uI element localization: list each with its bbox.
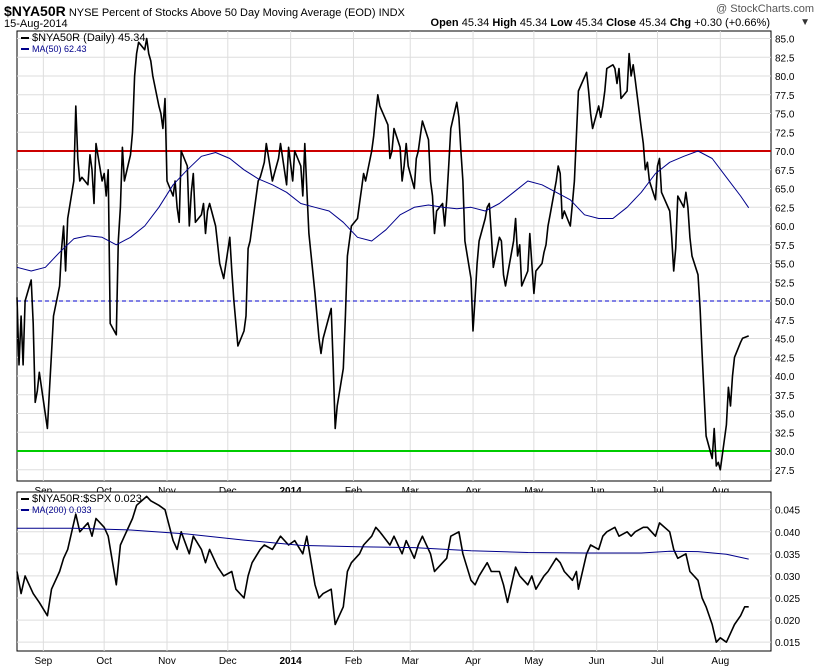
open-value: 45.34 bbox=[461, 17, 490, 29]
series-line bbox=[16, 150, 750, 272]
open-label: Open bbox=[430, 17, 459, 29]
y-tick-label: 82.5 bbox=[775, 53, 795, 64]
y-tick-label: 37.5 bbox=[775, 391, 795, 402]
series-line bbox=[16, 495, 749, 644]
x-tick-label: Sep bbox=[34, 656, 52, 667]
legend-entry: $NYA50R:$SPX 0.023 bbox=[32, 493, 142, 505]
watermark: @ StockCharts.com bbox=[716, 3, 814, 15]
chg-label: Chg bbox=[669, 17, 692, 29]
x-tick-label: Aug bbox=[711, 656, 729, 667]
y-tick-label: 57.5 bbox=[775, 241, 795, 252]
x-tick-label: 2014 bbox=[280, 656, 303, 667]
y-tick-label: 85.0 bbox=[775, 35, 795, 46]
chart-header: $NYA50R NYSE Percent of Stocks Above 50 … bbox=[4, 3, 405, 19]
y-tick-label: 52.5 bbox=[775, 278, 795, 289]
y-tick-label: 72.5 bbox=[775, 128, 795, 139]
y-tick-label: 0.015 bbox=[775, 638, 800, 649]
plot-frame bbox=[16, 30, 772, 482]
y-tick-label: 35.0 bbox=[775, 410, 795, 421]
legend-entry: MA(200) 0.033 bbox=[32, 505, 92, 515]
x-tick-label: Dec bbox=[219, 656, 237, 667]
x-tick-label: Jul bbox=[651, 656, 664, 667]
x-tick-label: May bbox=[524, 656, 543, 667]
x-tick-label: Jun bbox=[589, 656, 605, 667]
y-tick-label: 60.0 bbox=[775, 222, 795, 233]
y-tick-label: 0.045 bbox=[775, 506, 800, 517]
exchange-label: INDX bbox=[378, 7, 405, 19]
y-tick-label: 80.0 bbox=[775, 72, 795, 83]
x-tick-label: Feb bbox=[345, 656, 363, 667]
y-tick-label: 42.5 bbox=[775, 353, 795, 364]
date-label: 15-Aug-2014 bbox=[4, 18, 68, 30]
y-tick-label: 62.5 bbox=[775, 203, 795, 214]
y-tick-label: 47.5 bbox=[775, 316, 795, 327]
y-tick-label: 0.030 bbox=[775, 572, 800, 583]
legend-entry: MA(50) 62.43 bbox=[32, 44, 87, 54]
chart-title: NYSE Percent of Stocks Above 50 Day Movi… bbox=[68, 7, 376, 19]
y-tick-label: 70.0 bbox=[775, 147, 795, 158]
close-value: 45.34 bbox=[639, 17, 667, 29]
ratio-panel: 0.015 0.020 0.025 0.030 0.035 0.040 0.045 Sep Oc… bbox=[16, 491, 800, 667]
series-line bbox=[16, 37, 749, 471]
x-tick-label: Nov bbox=[158, 656, 176, 667]
y-tick-label: 0.035 bbox=[775, 550, 800, 561]
ohlc-readout: Open 45.34 High 45.34 Low 45.34 Close 45… bbox=[431, 17, 770, 29]
y-tick-label: 65.0 bbox=[775, 185, 795, 196]
symbol-label: $NYA50R bbox=[4, 3, 66, 19]
x-tick-label: Mar bbox=[402, 656, 420, 667]
series-line bbox=[17, 527, 749, 560]
low-value: 45.34 bbox=[575, 17, 604, 29]
high-label: High bbox=[492, 17, 517, 29]
y-tick-label: 0.020 bbox=[775, 616, 800, 627]
main-panel: 27.5 30.0 32.5 35.0 37.5 40.0 42.5 45.0 47.5 50.0… bbox=[16, 30, 795, 497]
x-tick-label: Oct bbox=[96, 656, 112, 667]
y-tick-label: 27.5 bbox=[775, 466, 795, 477]
plot-frame bbox=[16, 491, 772, 652]
legend-entry: $NYA50R (Daily) 45.34 bbox=[32, 32, 146, 44]
chevron-down-icon[interactable]: ▼ bbox=[800, 17, 810, 28]
y-tick-label: 30.0 bbox=[775, 447, 795, 458]
y-tick-label: 45.0 bbox=[775, 335, 795, 346]
high-value: 45.34 bbox=[519, 17, 548, 29]
y-tick-label: 40.0 bbox=[775, 372, 795, 383]
chg-value: +0.30 (+0.66%) bbox=[694, 17, 770, 29]
x-tick-label: Apr bbox=[465, 656, 481, 667]
y-tick-label: 55.0 bbox=[775, 260, 795, 271]
y-tick-label: 32.5 bbox=[775, 428, 795, 439]
y-tick-label: 75.0 bbox=[775, 110, 795, 121]
y-tick-label: 77.5 bbox=[775, 91, 795, 102]
y-tick-label: 50.0 bbox=[775, 297, 795, 308]
close-label: Close bbox=[606, 17, 637, 29]
y-tick-label: 67.5 bbox=[775, 166, 795, 177]
low-label: Low bbox=[550, 17, 573, 29]
y-tick-label: 0.040 bbox=[775, 528, 800, 539]
y-tick-label: 0.025 bbox=[775, 594, 800, 605]
